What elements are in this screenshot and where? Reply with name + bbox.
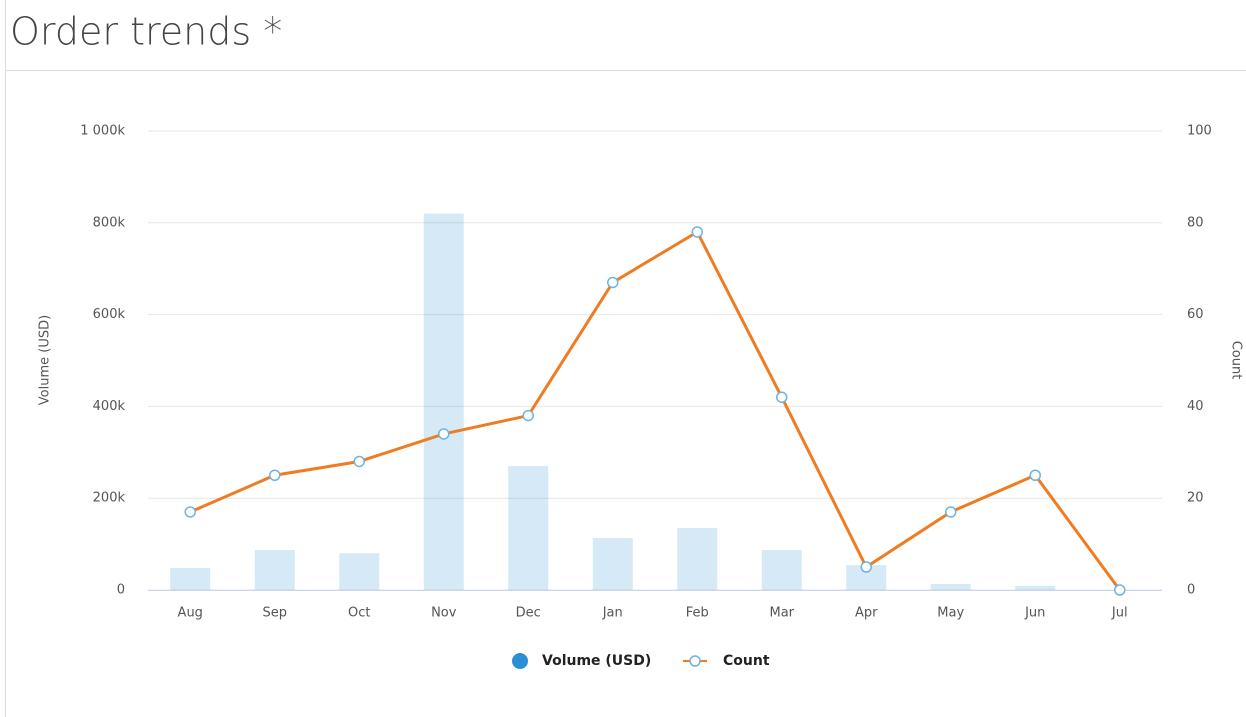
x-tick-label: May xyxy=(937,606,964,621)
x-tick-label: Feb xyxy=(686,606,709,621)
bar xyxy=(677,528,718,590)
y-tick-label: 200k xyxy=(93,491,126,506)
x-tick-label: Jan xyxy=(602,606,623,621)
legend-item[interactable]: Volume (USD) xyxy=(512,653,651,669)
point xyxy=(776,391,788,403)
x-tick-label: Sep xyxy=(262,606,287,621)
legend-label: Volume (USD) xyxy=(542,653,651,669)
y-tick-label: 600k xyxy=(93,307,126,322)
bar xyxy=(930,584,971,590)
x-tick-label: Apr xyxy=(855,606,878,621)
point xyxy=(1114,584,1126,596)
bar xyxy=(761,550,802,590)
point xyxy=(860,561,872,573)
x-tick-label: Aug xyxy=(178,606,203,621)
bar xyxy=(423,213,464,590)
x-tick-label: Dec xyxy=(516,606,541,621)
point xyxy=(945,506,957,518)
y2-tick-label: 40 xyxy=(1187,399,1204,414)
y-tick-label: 1 000k xyxy=(80,124,125,139)
x-tick-label: Nov xyxy=(431,606,457,621)
y2-tick-label: 20 xyxy=(1187,491,1204,506)
y2-tick-label: 80 xyxy=(1187,215,1204,230)
bar xyxy=(1015,585,1056,590)
point xyxy=(522,409,534,422)
x-tick-label: Oct xyxy=(348,606,370,621)
chart-title: Order trends * xyxy=(10,10,282,54)
legend: Volume (USD) Count xyxy=(512,653,770,669)
y-tick-label: 400k xyxy=(93,399,126,414)
legend-marker xyxy=(689,655,701,667)
y-tick-label: 800k xyxy=(93,215,126,230)
bar xyxy=(170,567,211,590)
point xyxy=(184,506,196,518)
point xyxy=(353,455,365,468)
y2-tick-label: 100 xyxy=(1187,124,1212,139)
point xyxy=(607,276,619,289)
legend-label: Count xyxy=(723,653,770,669)
bar xyxy=(339,553,380,590)
bar xyxy=(254,550,295,590)
point xyxy=(1029,469,1041,481)
x-tick-label: Mar xyxy=(769,606,794,621)
y2-tick-label: 60 xyxy=(1187,307,1204,322)
x-tick-label: Jun xyxy=(1024,606,1045,621)
point xyxy=(438,428,450,440)
panel-border xyxy=(5,0,6,717)
legend-item[interactable]: Count xyxy=(683,653,770,669)
point xyxy=(269,469,281,481)
y-tick-label: 0 xyxy=(117,583,125,598)
x-tick-label: Jul xyxy=(1111,606,1128,621)
y-axis-label: Volume (USD) xyxy=(38,315,53,405)
y2-tick-label: 0 xyxy=(1187,583,1195,598)
y2-axis-label: Count xyxy=(1229,341,1244,380)
line xyxy=(189,229,1121,591)
bar xyxy=(592,538,633,590)
bar xyxy=(508,466,549,590)
point xyxy=(691,226,703,238)
legend-marker xyxy=(512,653,528,669)
